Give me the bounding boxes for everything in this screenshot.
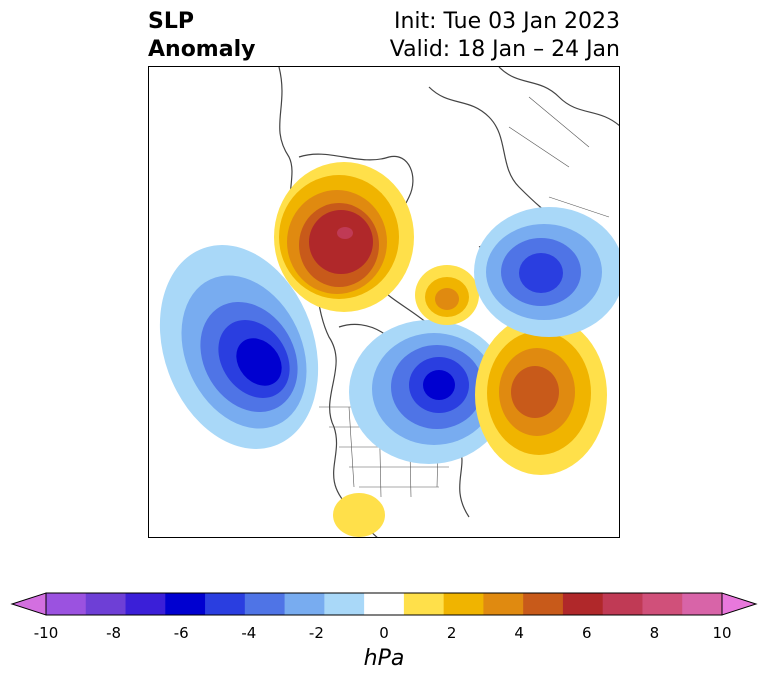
colorbar-cell [324,593,365,615]
colorbar-cell [562,593,604,615]
colorbar-tick-label: 8 [649,624,660,642]
colorbar-cell [205,593,246,615]
colorbar-cells [10,592,758,616]
title-line-1: SLP [148,9,194,34]
map-title: SLP Anomaly [148,8,255,64]
colorbar-cell [284,593,325,615]
map-panel [148,66,620,538]
anomaly-map [159,67,619,537]
colorbar-cell [165,593,206,615]
colorbar-tick-label: -10 [33,624,59,642]
scandinavia-high [415,265,479,325]
coastlines [278,67,619,537]
colorbar-cell [682,593,723,615]
colorbar-extend-max [721,592,758,616]
colorbar-cell [125,593,166,615]
colorbar-extend-min [10,592,47,616]
northeast-pacific-low [159,245,319,449]
colorbar-cell [244,593,286,615]
siberia-low [474,207,619,337]
colorbar-cell [443,593,484,615]
title-line-2: Anomaly [148,37,256,62]
valid-range: Valid: 18 Jan – 24 Jan [389,37,620,62]
colorbar [10,592,758,616]
colorbar-cell [46,593,87,615]
colorbar-tick-label: -4 [241,624,257,642]
colorbar-tick-label: -8 [106,624,122,642]
mexico-high [333,493,385,537]
hudson-bay-low [349,320,509,464]
colorbar-cell [642,593,683,615]
colorbar-tick-label: 10 [712,624,732,642]
colorbar-tick-label: 2 [446,624,457,642]
units-label: hPa [363,646,405,671]
colorbar-tick-label: -6 [173,624,189,642]
colorbar-tick-label: -2 [308,624,324,642]
north-atlantic-high [475,315,607,475]
colorbar-tick-label: 0 [379,624,389,642]
colorbar-cell [85,593,127,615]
greenland-high [274,162,414,312]
colorbar-cell [403,593,445,615]
forecast-dates: Init: Tue 03 Jan 2023 Valid: 18 Jan – 24… [390,8,620,64]
colorbar-tick-label: 6 [582,624,592,642]
colorbar-cell [602,593,643,615]
colorbar-cell [364,593,405,615]
colorbar-cell [523,593,564,615]
colorbar-cell [483,593,524,615]
colorbar-outline [45,592,723,616]
init-date: Init: Tue 03 Jan 2023 [393,9,620,34]
colorbar-tick-label: 4 [514,624,524,642]
